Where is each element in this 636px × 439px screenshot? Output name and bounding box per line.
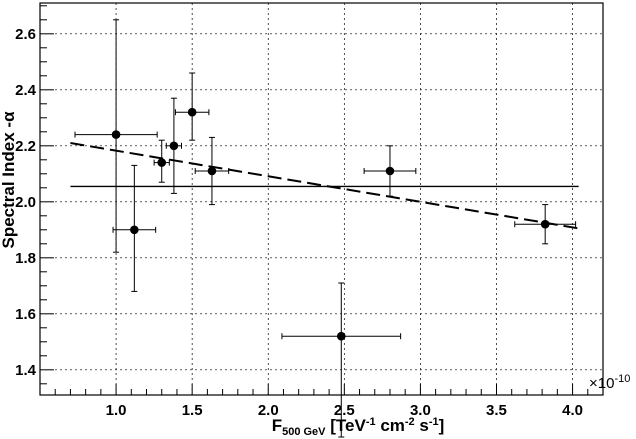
data-marker — [169, 141, 179, 151]
data-point — [514, 204, 577, 245]
x-tick-label: 3.0 — [410, 402, 431, 419]
y-tick-label: 2.6 — [15, 26, 36, 43]
data-marker — [540, 219, 550, 229]
data-point — [363, 145, 417, 197]
axis-ticks — [39, 5, 604, 395]
y-axis-title: Spectral Index -α — [0, 111, 18, 249]
y-tick-label: 2.2 — [15, 138, 36, 155]
data-marker — [336, 331, 346, 341]
data-point — [112, 164, 157, 292]
x-tick-label: 2.0 — [258, 402, 279, 419]
data-point — [281, 282, 402, 438]
data-point — [153, 139, 170, 183]
data-point — [165, 97, 183, 194]
x-axis-title-cm: cm — [376, 416, 405, 435]
x-axis-title-sup3: -1 — [429, 416, 439, 428]
x-tick-label: 1.5 — [182, 402, 203, 419]
data-marker — [130, 225, 139, 235]
y-tick-label: 1.8 — [15, 250, 36, 267]
x-tick-label: 3.5 — [486, 402, 507, 419]
data-point — [74, 19, 158, 253]
data-marker — [157, 158, 167, 167]
x-tick-label: 1.0 — [106, 402, 127, 419]
y-tick-label: 2.4 — [15, 82, 37, 99]
data-marker — [207, 166, 217, 176]
x-axis-title-main: F — [272, 416, 282, 435]
x-multiplier-exponent: -10 — [614, 373, 630, 385]
x-axis-title-sup1: -1 — [366, 416, 376, 428]
x-axis-title-sub: 500 GeV — [282, 426, 326, 438]
x-multiplier: ×10-10 — [589, 373, 630, 392]
data-marker — [187, 107, 197, 117]
x-tick-label: 4.0 — [562, 402, 583, 419]
x-axis-title-unit: [TeV — [326, 416, 367, 435]
data-marker — [111, 130, 121, 139]
x-tick-label: 2.5 — [334, 402, 355, 419]
x-axis-title-close: ] — [439, 416, 445, 435]
grid-lines — [40, 3, 603, 395]
data-marker — [385, 166, 395, 176]
data-points — [74, 19, 577, 438]
fit-lines — [70, 142, 579, 230]
x-axis-title-s: s — [415, 416, 429, 435]
data-point — [174, 72, 210, 141]
y-tick-label: 1.6 — [15, 306, 36, 323]
plot-frame — [39, 2, 604, 396]
linear-fit-line — [70, 142, 579, 230]
data-point — [194, 136, 230, 206]
x-axis-title: F500 GeV [TeV-1 cm-2 s-1] — [272, 416, 445, 438]
x-axis-title-sup2: -2 — [405, 416, 415, 428]
y-tick-label: 1.4 — [15, 362, 37, 379]
y-tick-label: 2.0 — [15, 194, 36, 211]
tick-labels: 1.0 1.5 2.0 2.5 3.0 3.5 4.0 1.4 1.6 1.8 2.0 2.2 2.4 2… — [15, 26, 583, 419]
x-multiplier-base: ×10 — [589, 375, 614, 392]
